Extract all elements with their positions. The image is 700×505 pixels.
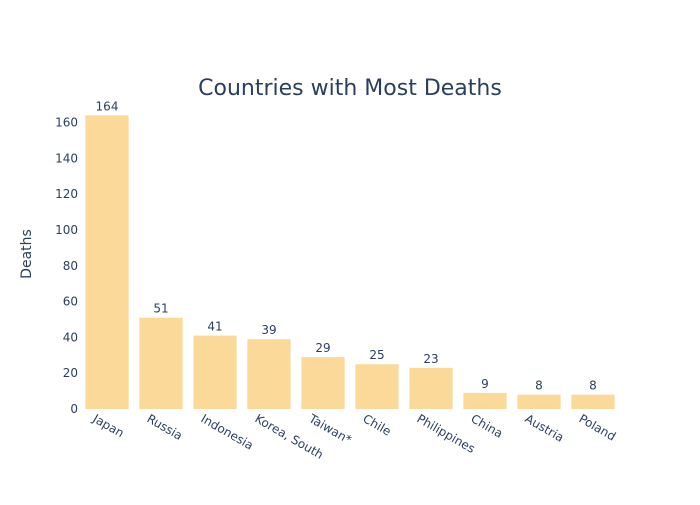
x-tick-label: Japan xyxy=(90,411,127,440)
chart-title: Countries with Most Deaths xyxy=(198,76,502,101)
x-tick-label: Russia xyxy=(145,411,185,442)
bar-value-label: 25 xyxy=(369,348,384,362)
x-tick-label: China xyxy=(469,411,506,440)
bar-value-label: 164 xyxy=(96,99,119,113)
bar[interactable] xyxy=(247,339,291,409)
x-tick-label: Indonesia xyxy=(199,411,256,452)
y-tick-label: 100 xyxy=(55,223,78,237)
bar-value-label: 51 xyxy=(153,302,168,316)
bar-value-label: 41 xyxy=(207,320,222,334)
bar[interactable] xyxy=(301,357,345,409)
y-tick-label: 120 xyxy=(55,187,78,201)
bar-value-label: 23 xyxy=(423,352,438,366)
y-axis-label: Deaths xyxy=(19,229,35,279)
bar[interactable] xyxy=(139,317,183,409)
x-tick-label: Poland xyxy=(577,411,619,443)
y-tick-label: 60 xyxy=(63,295,78,309)
bar[interactable] xyxy=(355,364,399,409)
y-tick-label: 0 xyxy=(70,402,78,416)
bar-value-label: 8 xyxy=(589,379,597,393)
y-tick-label: 20 xyxy=(63,366,78,380)
x-tick-label: Philippines xyxy=(415,411,478,455)
bar[interactable] xyxy=(85,115,129,409)
x-tick-label: Austria xyxy=(523,411,567,444)
bar[interactable] xyxy=(409,367,453,409)
y-tick-label: 80 xyxy=(63,259,78,273)
value-labels-group: 164 51 41 39 29 25 23 9 8 8 xyxy=(96,99,597,392)
y-tick-label: 160 xyxy=(55,116,78,130)
bar-value-label: 39 xyxy=(261,323,276,337)
bar[interactable] xyxy=(193,335,237,409)
x-tick-label: Chile xyxy=(361,411,394,438)
bar[interactable] xyxy=(463,392,507,409)
bar[interactable] xyxy=(571,394,615,409)
bars-group xyxy=(85,115,615,409)
y-axis-ticks: 0 20 40 60 80 100 120 140 160 xyxy=(55,116,78,416)
bar-value-label: 8 xyxy=(535,379,543,393)
y-tick-label: 40 xyxy=(63,330,78,344)
y-tick-label: 140 xyxy=(55,151,78,165)
bar[interactable] xyxy=(517,394,561,409)
bar-value-label: 29 xyxy=(315,341,330,355)
bar-value-label: 9 xyxy=(481,377,489,391)
